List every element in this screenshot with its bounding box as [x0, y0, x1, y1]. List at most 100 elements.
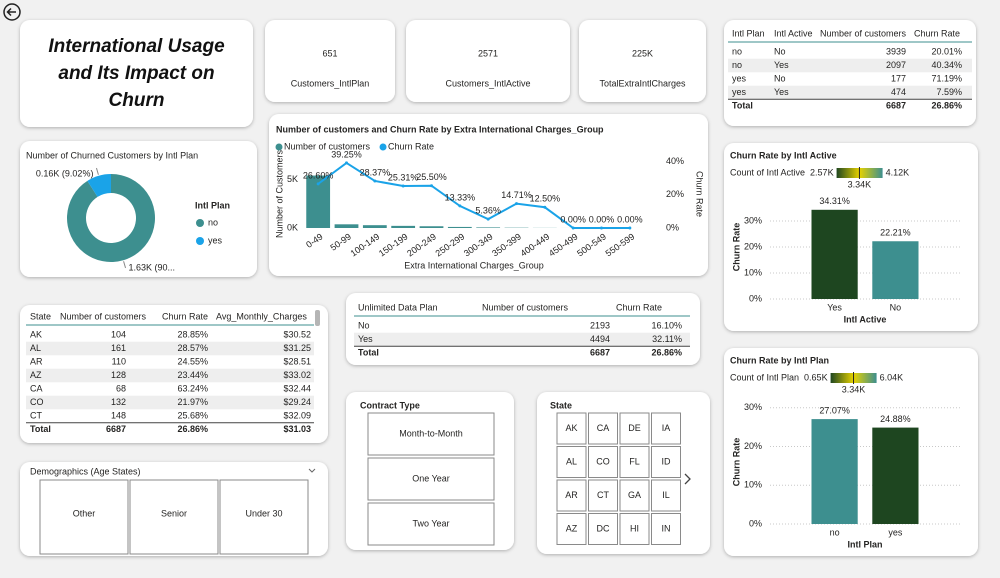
back-button-circle[interactable]: [3, 3, 21, 21]
slicer-item-label[interactable]: AZ: [566, 523, 578, 533]
slicer-item[interactable]: [129, 479, 219, 555]
slicer-item[interactable]: [651, 513, 681, 545]
slicer-item-label[interactable]: IL: [662, 490, 670, 500]
slicer-item[interactable]: [556, 513, 587, 545]
slicer-item[interactable]: [219, 479, 309, 555]
slicer-item[interactable]: [588, 412, 618, 445]
y-axis-title: Number of Customers: [274, 149, 284, 238]
table-cell: 128: [111, 370, 126, 380]
back-button[interactable]: [3, 3, 21, 21]
table-cell: 148: [111, 410, 126, 420]
slicer-item[interactable]: [588, 513, 618, 545]
slicer-item-label[interactable]: FL: [629, 456, 640, 466]
data-label: 28.37%: [360, 167, 391, 177]
slicer-item[interactable]: [556, 446, 587, 478]
slicer-item[interactable]: [619, 479, 650, 512]
table-cell: yes: [732, 87, 747, 97]
slicer-item-label[interactable]: AR: [565, 490, 578, 500]
table-cell: Total: [732, 100, 753, 110]
kpi-value: 225K: [632, 48, 653, 58]
slicer-item-label[interactable]: Under 30: [245, 508, 282, 518]
slicer-item[interactable]: [367, 412, 495, 456]
slicer-next-arrow[interactable]: [684, 473, 691, 485]
table-cell: CO: [30, 397, 44, 407]
slicer-item[interactable]: [651, 479, 681, 512]
y2-tick-label: 0%: [666, 222, 679, 232]
x-tick-label: No: [890, 302, 902, 312]
slicer-item-label[interactable]: AK: [565, 423, 577, 433]
legend-marker: [196, 219, 204, 227]
table-cell: 2193: [590, 320, 610, 330]
table-cell: CA: [30, 383, 43, 393]
slicer-item[interactable]: [556, 479, 587, 512]
report-title: International Usage and Its Impact on Ch…: [48, 36, 225, 111]
y-tick-label: 20%: [744, 441, 762, 451]
table-cell: 23.44%: [177, 370, 208, 380]
x-axis-title: Extra International Charges_Group: [404, 260, 544, 270]
table-cell: $29.24: [283, 397, 311, 407]
bar: [811, 209, 858, 299]
slicer-item[interactable]: [556, 412, 587, 445]
line-point: [458, 204, 462, 208]
table-cell: 16.10%: [651, 320, 682, 330]
bar: [476, 227, 501, 228]
slicer-item-label[interactable]: Other: [73, 508, 96, 518]
slicer-item-label[interactable]: CT: [597, 490, 609, 500]
slicer-item-label[interactable]: IA: [662, 423, 671, 433]
slicer-item-label[interactable]: Senior: [161, 508, 187, 518]
slicer-item[interactable]: [39, 479, 129, 555]
y-tick-label: 30%: [744, 215, 762, 225]
slicer-item-label[interactable]: CA: [597, 423, 610, 433]
x-axis-title: Intl Plan: [847, 539, 882, 549]
slicer-item[interactable]: [588, 446, 618, 478]
slicer-item[interactable]: [588, 479, 618, 512]
slicer-item-label[interactable]: AL: [566, 456, 577, 466]
slicer-item-label[interactable]: DC: [597, 523, 610, 533]
table-row-shade: [26, 341, 314, 356]
card: [20, 20, 253, 127]
table-cell: no: [732, 60, 742, 70]
slicer-item[interactable]: [619, 446, 650, 478]
slicer-item[interactable]: [619, 412, 650, 445]
y-tick-label: 0K: [287, 222, 298, 232]
legend-max-label: 6.04K: [880, 372, 904, 382]
kpi-value: 2571: [478, 48, 498, 58]
slicer-item[interactable]: [367, 502, 495, 546]
legend-label: no: [208, 217, 218, 227]
slicer-item[interactable]: [651, 446, 681, 478]
table-row-shade: [26, 395, 314, 410]
slicer-item-label[interactable]: IN: [662, 523, 671, 533]
legend-min-label: 0.65K: [804, 372, 828, 382]
leader-line: [123, 261, 127, 269]
slicer-item[interactable]: [367, 457, 495, 501]
table-cell: 28.57%: [177, 343, 208, 353]
slicer-item-label[interactable]: GA: [628, 490, 641, 500]
data-label: 0.00%: [589, 214, 615, 224]
scrollbar: [315, 310, 320, 326]
slicer-item-label[interactable]: HI: [630, 523, 639, 533]
slicer-item[interactable]: [619, 513, 650, 545]
table-header: Avg_Monthly_Charges: [216, 311, 307, 321]
slicer-chevron[interactable]: [308, 468, 316, 473]
slicer-item-label[interactable]: ID: [662, 456, 672, 466]
y-tick-label: 10%: [744, 480, 762, 490]
slicer-item-label[interactable]: Month-to-Month: [399, 428, 463, 438]
table-cell: no: [732, 46, 742, 56]
data-label: 0.16K (9.02%): [36, 168, 94, 178]
slicer-item-label[interactable]: DE: [628, 423, 641, 433]
slicer-item-label[interactable]: CO: [596, 456, 610, 466]
table-cell: No: [358, 320, 370, 330]
y2-tick-label: 40%: [666, 156, 684, 166]
chart-title: Number of Churned Customers by Intl Plan: [26, 150, 198, 160]
table-cell: 161: [111, 343, 126, 353]
legend-label: Churn Rate: [388, 141, 434, 151]
table-cell: AR: [30, 356, 43, 366]
back-button-arrow[interactable]: [6, 7, 17, 17]
chart-title: Number of customers and Churn Rate by Ex…: [276, 124, 604, 134]
data-label: 14.71%: [501, 190, 532, 200]
table-cell: Total: [30, 424, 51, 434]
slicer-item[interactable]: [651, 412, 681, 445]
legend-marker: [379, 143, 387, 151]
slicer-item-label[interactable]: Two Year: [412, 518, 449, 528]
slicer-item-label[interactable]: One Year: [412, 473, 450, 483]
